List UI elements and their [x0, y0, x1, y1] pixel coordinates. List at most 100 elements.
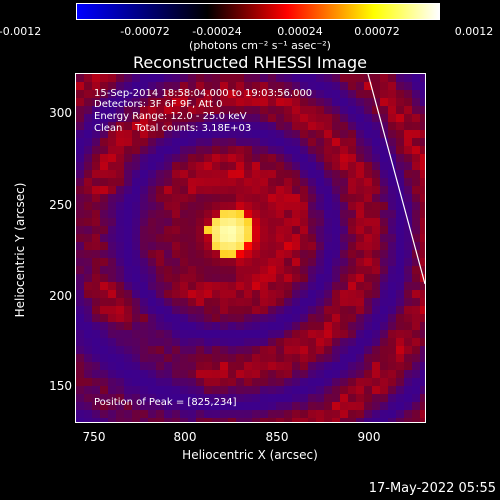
map-pixel: [116, 114, 124, 122]
map-pixel: [204, 154, 212, 162]
map-pixel: [404, 258, 412, 266]
map-pixel: [356, 282, 364, 290]
map-pixel: [388, 210, 396, 218]
map-pixel: [100, 258, 108, 266]
map-pixel: [380, 386, 388, 394]
map-pixel: [420, 250, 425, 258]
map-pixel: [156, 138, 164, 146]
map-pixel: [292, 242, 300, 250]
map-pixel: [164, 146, 172, 154]
map-pixel: [188, 314, 196, 322]
map-pixel: [348, 394, 356, 402]
map-pixel: [268, 394, 276, 402]
map-pixel: [228, 258, 236, 266]
map-pixel: [108, 242, 116, 250]
map-pixel: [324, 274, 332, 282]
map-pixel: [316, 226, 324, 234]
map-pixel: [148, 274, 156, 282]
map-pixel: [212, 226, 220, 234]
map-pixel: [140, 90, 148, 98]
map-pixel: [156, 162, 164, 170]
map-pixel: [380, 194, 388, 202]
map-pixel: [420, 378, 425, 386]
map-pixel: [372, 370, 380, 378]
map-pixel: [164, 138, 172, 146]
map-pixel: [164, 386, 172, 394]
map-pixel: [92, 122, 100, 130]
map-pixel: [372, 322, 380, 330]
map-pixel: [404, 386, 412, 394]
map-pixel: [92, 226, 100, 234]
map-pixel: [420, 178, 425, 186]
map-pixel: [420, 202, 425, 210]
map-pixel: [108, 186, 116, 194]
map-pixel: [348, 106, 356, 114]
map-pixel: [276, 418, 284, 422]
map-pixel: [196, 138, 204, 146]
map-pixel: [236, 114, 244, 122]
map-pixel: [388, 170, 396, 178]
map-pixel: [308, 386, 316, 394]
map-pixel: [164, 162, 172, 170]
map-pixel: [116, 186, 124, 194]
map-pixel: [132, 154, 140, 162]
map-pixel: [364, 274, 372, 282]
map-pixel: [108, 266, 116, 274]
map-pixel: [380, 282, 388, 290]
map-pixel: [188, 362, 196, 370]
map-pixel: [188, 346, 196, 354]
map-pixel: [324, 258, 332, 266]
map-pixel: [212, 242, 220, 250]
map-pixel: [204, 186, 212, 194]
map-pixel: [380, 226, 388, 234]
map-pixel: [164, 266, 172, 274]
map-pixel: [188, 378, 196, 386]
map-pixel: [180, 138, 188, 146]
map-pixel: [84, 138, 92, 146]
map-pixel: [412, 338, 420, 346]
map-pixel: [100, 98, 108, 106]
map-pixel: [372, 178, 380, 186]
x-tick: 800: [173, 430, 197, 444]
map-pixel: [300, 330, 308, 338]
map-pixel: [372, 354, 380, 362]
map-pixel: [372, 122, 380, 130]
map-pixel: [332, 154, 340, 162]
map-pixel: [212, 106, 220, 114]
map-pixel: [364, 74, 372, 82]
map-pixel: [356, 250, 364, 258]
map-pixel: [132, 394, 140, 402]
map-pixel: [228, 218, 236, 226]
map-pixel: [348, 346, 356, 354]
map-pixel: [164, 362, 172, 370]
map-pixel: [228, 90, 236, 98]
map-pixel: [372, 402, 380, 410]
map-pixel: [284, 370, 292, 378]
map-pixel: [140, 186, 148, 194]
map-pixel: [116, 386, 124, 394]
map-pixel: [116, 250, 124, 258]
map-pixel: [148, 162, 156, 170]
map-pixel: [276, 362, 284, 370]
map-pixel: [284, 314, 292, 322]
map-pixel: [404, 170, 412, 178]
map-pixel: [324, 202, 332, 210]
map-pixel: [196, 82, 204, 90]
map-pixel: [396, 218, 404, 226]
map-pixel: [116, 82, 124, 90]
map-pixel: [268, 306, 276, 314]
map-pixel: [76, 306, 84, 314]
map-pixel: [84, 98, 92, 106]
map-pixel: [324, 290, 332, 298]
map-pixel: [228, 122, 236, 130]
map-pixel: [84, 154, 92, 162]
map-pixel: [108, 178, 116, 186]
map-pixel: [268, 314, 276, 322]
map-pixel: [180, 98, 188, 106]
map-pixel: [404, 98, 412, 106]
map-pixel: [172, 266, 180, 274]
map-pixel: [340, 210, 348, 218]
map-pixel: [340, 138, 348, 146]
map-pixel: [268, 218, 276, 226]
map-pixel: [372, 338, 380, 346]
